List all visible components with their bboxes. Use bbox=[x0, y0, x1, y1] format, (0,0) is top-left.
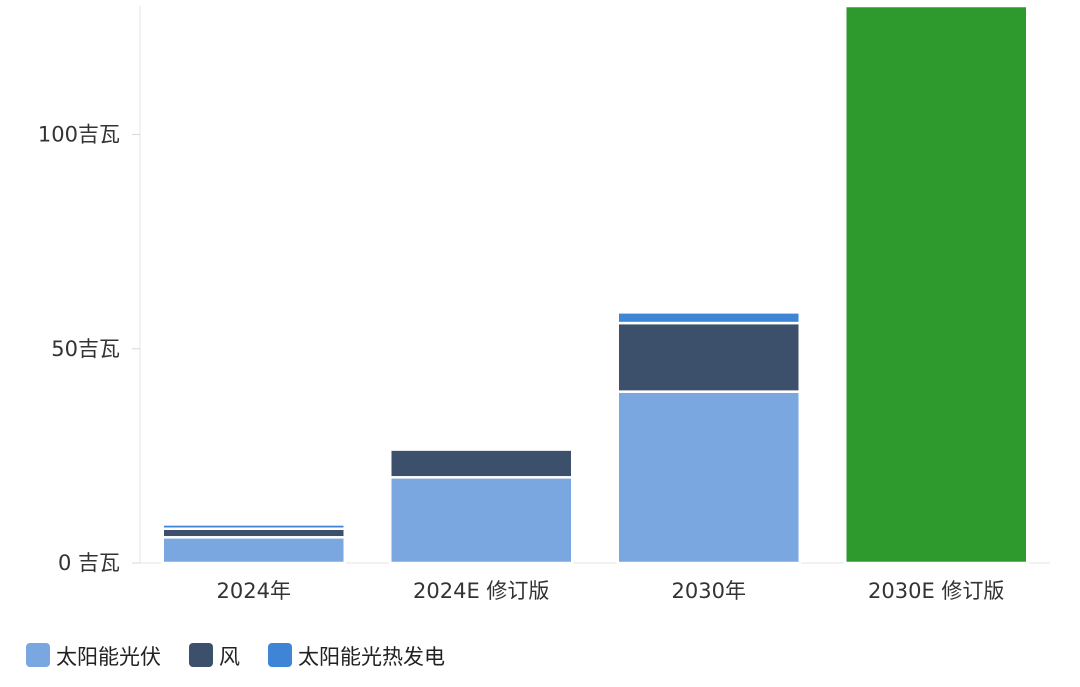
bars bbox=[161, 4, 1029, 565]
bar-segment bbox=[616, 390, 801, 565]
x-tick-labels: 2024年 2024E 修订版 2030年 2030E 修订版 bbox=[217, 579, 1005, 603]
bar-segment bbox=[844, 4, 1029, 565]
legend: 太阳能光伏 风 太阳能光热发电 bbox=[26, 643, 445, 669]
y-tick-labels: 0 吉瓦 50吉瓦 100吉瓦 bbox=[38, 123, 140, 575]
legend-swatch bbox=[26, 643, 50, 667]
legend-label: 太阳能光热发电 bbox=[298, 645, 445, 669]
y-tick-label: 50吉瓦 bbox=[51, 337, 120, 361]
legend-label: 太阳能光伏 bbox=[56, 645, 161, 669]
bar-segment bbox=[389, 476, 574, 565]
x-tick-label: 2024年 bbox=[217, 579, 291, 603]
bar-segment bbox=[389, 448, 574, 479]
y-tick-label: 0 吉瓦 bbox=[58, 551, 120, 575]
legend-label: 风 bbox=[219, 645, 240, 669]
x-tick-label: 2030年 bbox=[672, 579, 746, 603]
legend-swatch bbox=[268, 643, 292, 667]
bar-segment bbox=[389, 446, 574, 451]
bar-segment bbox=[161, 523, 346, 530]
y-tick-label: 100吉瓦 bbox=[38, 123, 120, 147]
bar-segment bbox=[616, 311, 801, 325]
bar-segment bbox=[161, 527, 346, 539]
legend-swatch bbox=[189, 643, 213, 667]
x-tick-label: 2024E 修订版 bbox=[413, 579, 549, 603]
bar-segment bbox=[616, 321, 801, 393]
bar-segment bbox=[161, 536, 346, 565]
x-tick-label: 2030E 修订版 bbox=[868, 579, 1004, 603]
